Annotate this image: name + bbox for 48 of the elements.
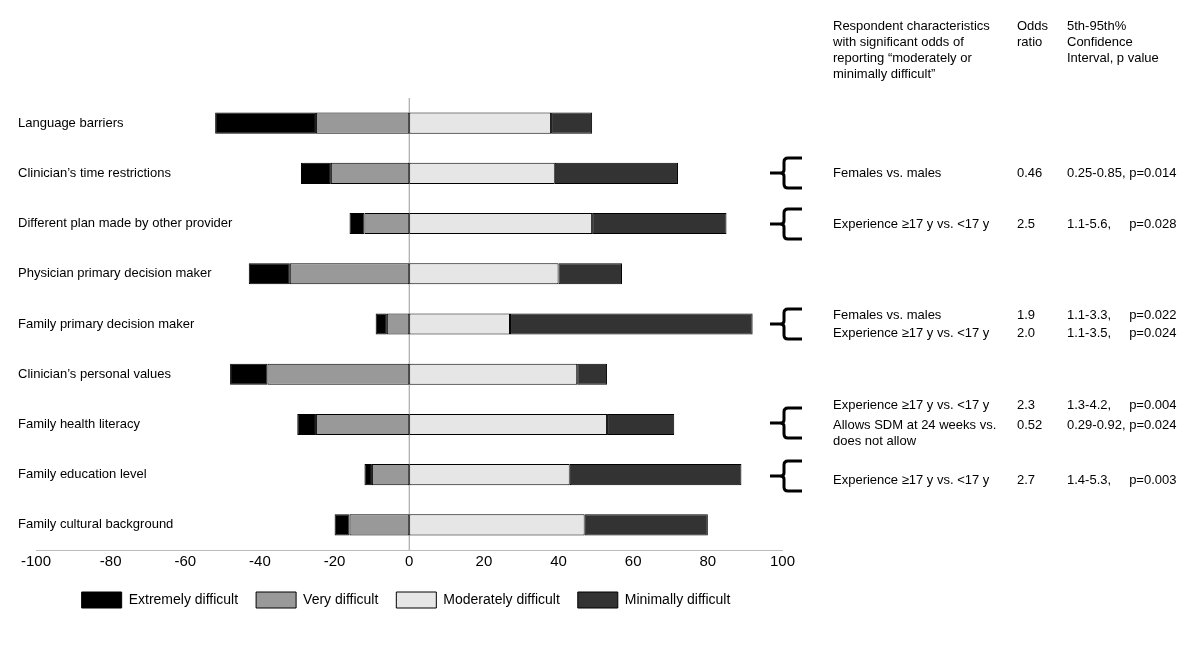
x-tick-label: 0 (405, 552, 414, 570)
y-tick-label: Physician primary decision maker (18, 265, 213, 281)
text: Allows SDM at 24 weeks vs. does not allow (833, 417, 998, 450)
text: 1.9 (1017, 307, 1037, 323)
x-tick-label: 100 (769, 552, 795, 570)
x-tick-label: 80 (699, 552, 717, 570)
text: Females vs. males (833, 307, 943, 323)
x-tick-label: 40 (550, 552, 567, 570)
text: 2.7 (1017, 471, 1037, 488)
x-tick-label: -100 (20, 552, 52, 570)
y-tick-label: Different plan made by other provider (18, 215, 234, 231)
text: 5th-95th% Confidence Interval, p value (1067, 18, 1160, 66)
y-tick-label: Language barriers (18, 114, 125, 130)
text: 0.25-0.85, p=0.014 (1067, 165, 1178, 182)
text: Odds ratio (1017, 18, 1050, 50)
text: Experience ≥17 y vs. <17 y (833, 325, 991, 341)
text: 0.29-0.92, p=0.024 (1067, 417, 1178, 434)
text: Respondent characteristics with significant odds of reporting “moderately or minimally difficult” (833, 18, 991, 82)
text: 1.1-3.5, p=0.024 (1067, 325, 1178, 341)
y-tick-label: Clinician’s time restrictions (18, 164, 172, 180)
y-tick-label: Family health literacy (18, 416, 141, 432)
text: 1.4-5.3, p=0.003 (1067, 471, 1178, 488)
y-tick-label: Clinician’s personal values (18, 365, 172, 381)
text: 2.0 (1017, 325, 1037, 341)
x-tick-label: -80 (99, 552, 122, 570)
legend-label: Very difficult (303, 590, 379, 607)
text: Experience ≥17 y vs. <17 y (833, 215, 991, 232)
x-tick-label: -40 (249, 552, 271, 570)
y-tick-label: Family primary decision maker (18, 315, 195, 331)
legend-label: Minimally difficult (624, 590, 731, 607)
x-tick-label: -60 (174, 552, 197, 570)
x-tick-label: -20 (323, 552, 346, 570)
text: 2.5 (1017, 215, 1037, 232)
text: 0.52 (1017, 417, 1044, 434)
x-tick-label: 60 (624, 552, 642, 570)
legend-label: Moderately difficult (443, 590, 560, 607)
y-tick-label: Family cultural background (18, 516, 174, 532)
text: 0.46 (1017, 165, 1044, 182)
text: 1.1-3.3, p=0.022 (1067, 307, 1178, 323)
text: Experience ≥17 y vs. <17 y (833, 471, 991, 488)
text: Females vs. males (833, 165, 943, 182)
text: 1.3-4.2, p=0.004 (1067, 397, 1178, 414)
x-tick-label: 20 (475, 552, 493, 570)
legend-label: Extremely difficult (128, 590, 239, 607)
text: 2.3 (1017, 397, 1037, 414)
text: 1.1-5.6, p=0.028 (1067, 215, 1178, 232)
text: Experience ≥17 y vs. <17 y (833, 397, 991, 414)
y-tick-label: Family education level (18, 466, 147, 482)
